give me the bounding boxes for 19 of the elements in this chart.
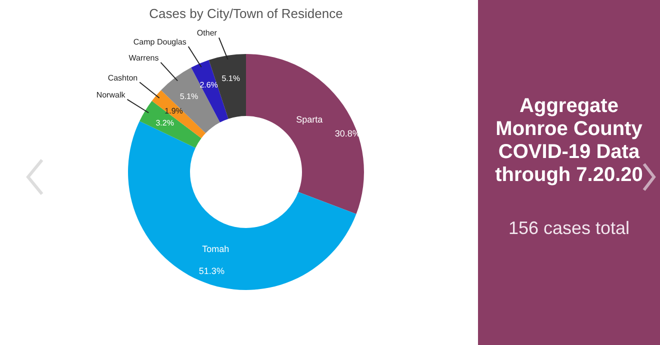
slice-label: Cashton — [108, 73, 138, 82]
text: 156 cases total — [508, 218, 630, 238]
slice-label: Norwalk — [96, 90, 126, 100]
data-label: 51.3% — [198, 266, 224, 276]
donut-slice — [246, 54, 364, 214]
donut-slice — [152, 90, 206, 138]
slice-label: Warrens — [128, 53, 159, 62]
slice-label: Sparta — [296, 114, 323, 125]
text: Aggregate Monroe County COVID-19 Data through 7.20.20 — [495, 95, 644, 186]
slice-label: Other — [196, 28, 218, 38]
slice-label: Tomah — [202, 244, 230, 254]
slice-label: Camp Douglas — [133, 38, 186, 47]
donut-slice — [140, 100, 202, 148]
data-label: 3.2% — [156, 118, 174, 128]
data-label: 2.6% — [200, 80, 218, 90]
chart-title: Cases by City/Town of Residence — [149, 6, 343, 21]
data-label: 5.1% — [222, 74, 240, 84]
data-label: 1.9% — [164, 106, 183, 116]
data-label: 5.1% — [180, 92, 198, 102]
